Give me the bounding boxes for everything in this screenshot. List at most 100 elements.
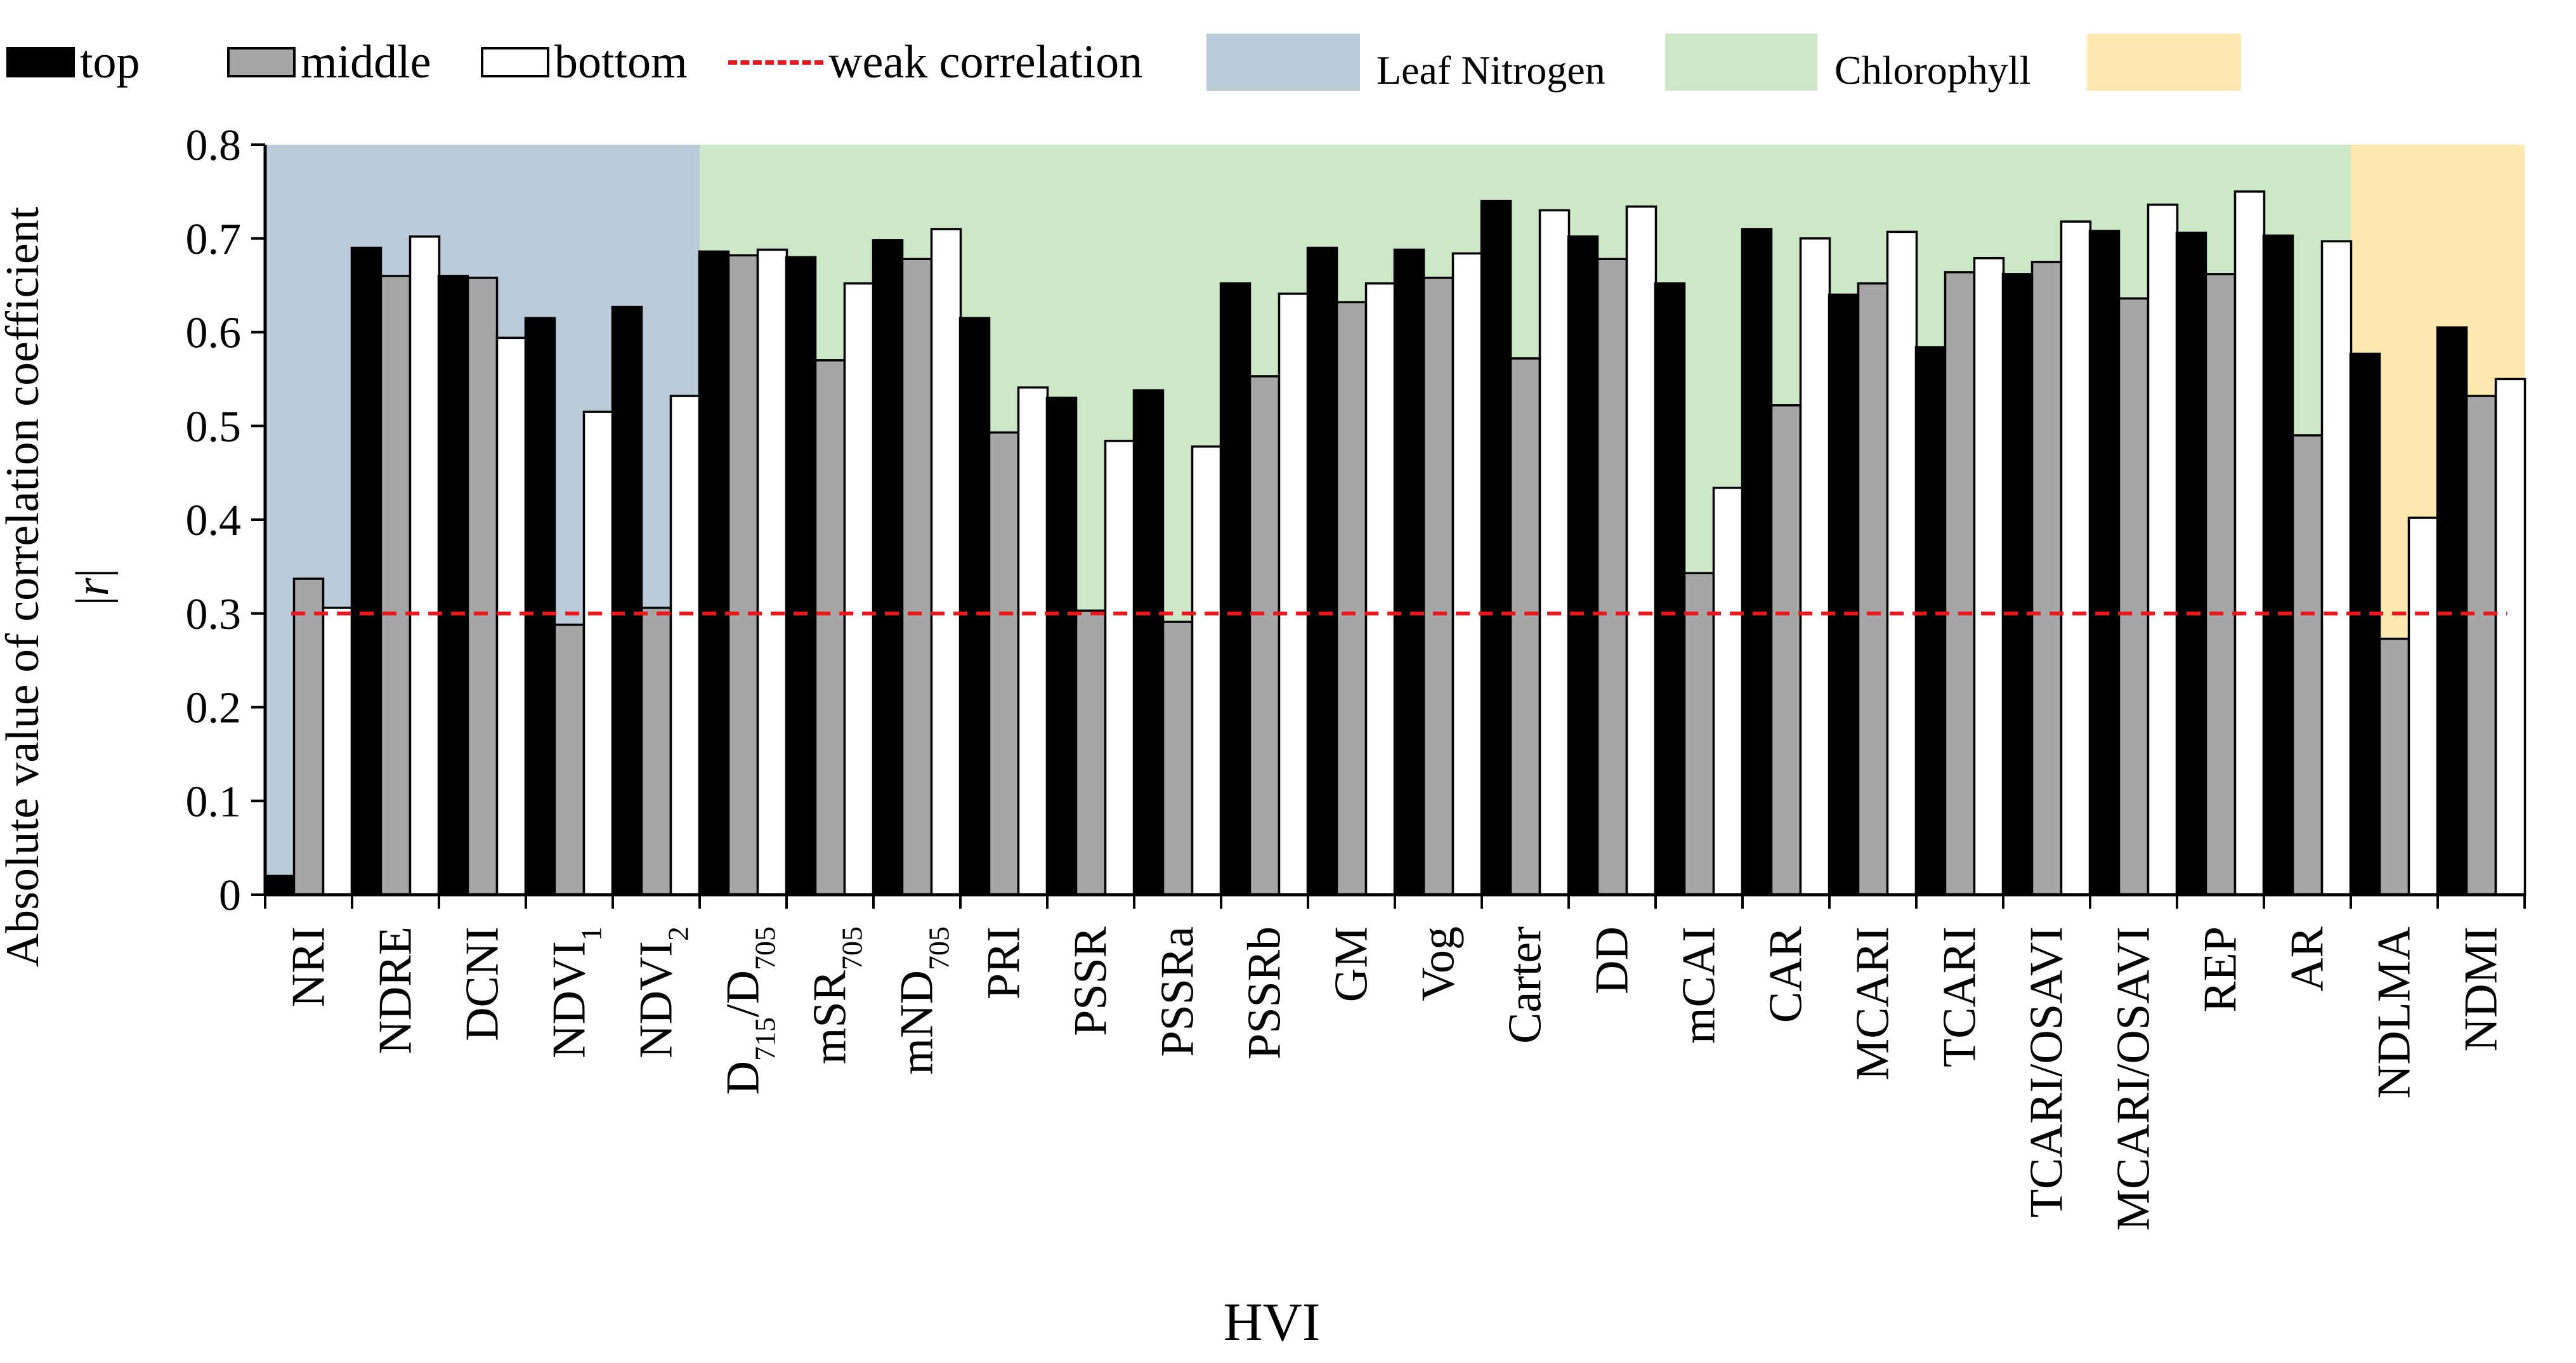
bar-middle-2 bbox=[466, 277, 499, 896]
legend-swatch-top bbox=[6, 47, 75, 77]
legend-label-chlorophyll: Chlorophyll bbox=[1834, 48, 2031, 93]
x-tick-label: Carter bbox=[1500, 926, 1552, 1044]
bar-middle-24 bbox=[2378, 637, 2410, 896]
chart-legend: top middle bottom weak correlation Leaf … bbox=[0, 18, 2576, 113]
legend-item-top: top bbox=[6, 30, 140, 94]
bar-bottom-12 bbox=[1364, 282, 1397, 896]
x-tick-label: GM bbox=[1326, 926, 1378, 1002]
bar-top-11 bbox=[1219, 282, 1252, 896]
bar-bottom-25 bbox=[2494, 378, 2527, 896]
y-tick-label: 0 bbox=[219, 871, 241, 920]
bar-bottom-7 bbox=[930, 228, 962, 896]
y-tick-label: 0.8 bbox=[186, 121, 242, 170]
x-tick-label: mCAI bbox=[1673, 926, 1725, 1044]
bar-middle-6 bbox=[814, 359, 846, 896]
bar-bottom-3 bbox=[582, 411, 615, 896]
bar-middle-1 bbox=[379, 275, 412, 896]
legend-label-middle: middle bbox=[301, 36, 431, 88]
bar-top-6 bbox=[785, 256, 817, 896]
bar-top-25 bbox=[2436, 326, 2468, 896]
bar-top-9 bbox=[1045, 397, 1078, 896]
legend-item-weak-correlation: weak correlation bbox=[728, 30, 1142, 94]
bar-top-18 bbox=[1827, 293, 1860, 896]
legend-label-bottom: bottom bbox=[554, 36, 688, 88]
bar-middle-17 bbox=[1770, 404, 1802, 896]
y-tick-label: 0.1 bbox=[186, 777, 242, 826]
bar-bottom-16 bbox=[1712, 487, 1744, 896]
y-tick-label: 0.2 bbox=[186, 684, 242, 733]
x-tick-label: D715/D705 bbox=[717, 926, 781, 1095]
legend-item-middle: middle bbox=[227, 30, 431, 94]
x-tick-label: PSSR bbox=[1065, 926, 1117, 1036]
y-tick-label: 0.7 bbox=[186, 215, 242, 264]
legend-swatch-middle bbox=[227, 47, 296, 77]
bar-bottom-5 bbox=[756, 248, 788, 896]
bar-middle-15 bbox=[1596, 258, 1628, 896]
bar-middle-16 bbox=[1683, 572, 1715, 896]
bar-top-24 bbox=[2349, 352, 2381, 896]
bar-middle-4 bbox=[640, 607, 672, 896]
bar-bottom-22 bbox=[2233, 190, 2266, 896]
bar-middle-12 bbox=[1335, 301, 1368, 896]
x-tick-labels: NRI NDRE DCNI NDVI1 NDVI2 D715/D705 mSR705 mND7… bbox=[283, 926, 2507, 1230]
bar-bottom-20 bbox=[2060, 220, 2092, 896]
bar-top-14 bbox=[1480, 199, 1512, 896]
bar-bottom-24 bbox=[2407, 517, 2440, 896]
bar-middle-23 bbox=[2291, 434, 2324, 896]
y-axis-title: Absolute value of correlation coefficien… bbox=[0, 206, 49, 967]
legend-swatch-third-region bbox=[2087, 34, 2241, 91]
bar-bottom-18 bbox=[1886, 230, 1918, 896]
y-axis-title-symbol: |r| bbox=[67, 569, 119, 605]
bar-top-23 bbox=[2262, 234, 2294, 896]
bar-middle-8 bbox=[988, 431, 1020, 896]
bar-bottom-14 bbox=[1538, 209, 1571, 896]
bar-middle-5 bbox=[727, 254, 759, 896]
x-tick-label: NDRE bbox=[370, 926, 422, 1054]
bar-bottom-1 bbox=[409, 235, 441, 896]
bar-top-22 bbox=[2175, 232, 2207, 896]
legend-swatch-chlorophyll bbox=[1665, 34, 1817, 91]
x-tick-label: mND705 bbox=[891, 926, 955, 1074]
bar-middle-22 bbox=[2204, 273, 2237, 896]
bar-middle-25 bbox=[2465, 395, 2497, 896]
x-tick-label: DD bbox=[1586, 926, 1638, 994]
bar-middle-10 bbox=[1161, 621, 1194, 896]
bar-top-3 bbox=[524, 317, 556, 896]
y-axis-ticks: 0 0.1 0.2 0.3 0.4 0.5 0.6 0.7 0.8 bbox=[186, 121, 265, 920]
bar-bottom-23 bbox=[2320, 240, 2353, 896]
bar-top-8 bbox=[958, 317, 991, 896]
x-tick-label: AR bbox=[2282, 926, 2334, 991]
bar-top-19 bbox=[1914, 346, 1947, 896]
bar-bottom-6 bbox=[843, 282, 875, 896]
bar-top-10 bbox=[1132, 389, 1165, 896]
x-tick-label: PSSRb bbox=[1239, 926, 1291, 1060]
bar-top-21 bbox=[2088, 230, 2121, 896]
bar-middle-7 bbox=[901, 258, 933, 896]
x-tick-label: NDLMA bbox=[2369, 926, 2421, 1098]
x-tick-label: PSSRa bbox=[1152, 926, 1204, 1057]
axes bbox=[263, 145, 2526, 909]
legend-swatch-leaf-nitrogen bbox=[1206, 34, 1360, 91]
bar-top-13 bbox=[1393, 248, 1425, 896]
x-tick-label: TCARI/OSAVI bbox=[2021, 926, 2073, 1218]
legend-label-top: top bbox=[80, 36, 140, 88]
bar-bottom-17 bbox=[1799, 237, 1831, 896]
bar-top-4 bbox=[611, 305, 643, 896]
bar-middle-13 bbox=[1422, 277, 1455, 896]
x-tick-label: DCNI bbox=[457, 926, 509, 1041]
bar-middle-19 bbox=[1944, 271, 1976, 896]
bar-bottom-8 bbox=[1017, 386, 1049, 896]
bar-top-20 bbox=[2001, 273, 2034, 896]
bar-middle-18 bbox=[1857, 282, 1889, 896]
legend-swatch-bottom bbox=[481, 47, 549, 77]
x-tick-label: mSR705 bbox=[804, 926, 868, 1064]
legend-dash-weak bbox=[728, 60, 823, 65]
bar-top-15 bbox=[1567, 235, 1599, 896]
bar-bottom-21 bbox=[2147, 203, 2179, 896]
y-tick-label: 0.4 bbox=[186, 496, 242, 545]
x-tick-label: NDVI1 bbox=[544, 926, 608, 1058]
bar-top-12 bbox=[1306, 246, 1338, 896]
x-tick-label: NDMI bbox=[2455, 926, 2507, 1051]
bar-bottom-9 bbox=[1104, 440, 1136, 896]
